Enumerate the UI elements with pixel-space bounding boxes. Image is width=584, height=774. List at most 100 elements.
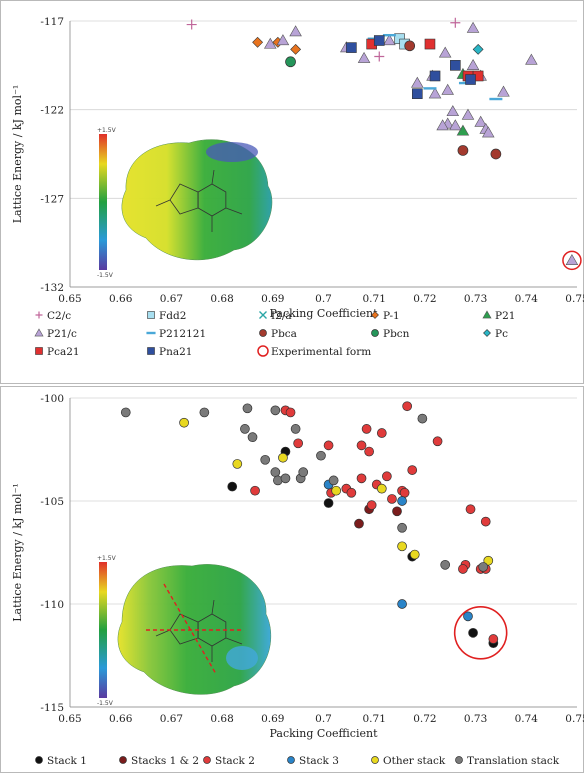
y-tick-label: -122 [40, 105, 64, 117]
translation-stack-point [478, 562, 489, 572]
x-tick-label: 0.7 [315, 713, 332, 725]
legend-label: Stack 1 [47, 755, 87, 767]
legend-item-other-stack: Other stack [371, 755, 446, 767]
series-other-stack [179, 417, 494, 566]
p-1-point [252, 36, 264, 48]
stack-2-point [356, 473, 367, 484]
stack-2-point [250, 485, 260, 496]
x-tick-label: 0.72 [413, 293, 436, 305]
legend-label: Pna21 [159, 346, 192, 358]
legend-label: Other stack [383, 755, 446, 767]
legend-label: Pca21 [47, 346, 80, 358]
legend-label: Translation stack [467, 755, 560, 767]
legend: C2/c Fdd2 I2/a P-1 P21 P21/c P212121 Pbca Pbcn Pc… [34, 310, 515, 358]
legend-label: P212121 [159, 328, 206, 340]
x-tick-label: 0.72 [413, 713, 436, 725]
y-axis-label: Lattice Energy / kJ mol⁻¹ [11, 85, 24, 224]
pna21-point [346, 42, 357, 53]
x-tick-label: 0.74 [515, 713, 539, 725]
x-tick-label: 0.73 [464, 713, 487, 725]
legend-label: P21 [495, 310, 515, 322]
x-tick-label: 0.65 [58, 713, 81, 725]
x-tick-label: 0.71 [363, 293, 386, 305]
pna21-point [429, 70, 441, 82]
legend-item-experimental-form: Experimental form [257, 345, 371, 358]
stack-2-point [407, 465, 418, 475]
x-tick-label: 0.71 [363, 713, 386, 725]
series-pbcn [285, 56, 296, 68]
translation-stack-point [290, 424, 301, 434]
p21-c-point [438, 46, 452, 58]
p21-c-point [428, 87, 442, 99]
p21-c-point [276, 34, 290, 46]
pca21-point [424, 38, 436, 50]
p212121-point [489, 97, 503, 101]
x-tick-label: 0.66 [109, 713, 133, 725]
color-scale-min-label: -1.5V [97, 700, 114, 707]
legend-marker [35, 756, 43, 764]
x-tick-label: 0.68 [210, 293, 233, 305]
translation-stack-point [270, 405, 281, 416]
legend-item-p21: P21 [482, 310, 515, 322]
series-stack-2 [250, 401, 499, 644]
p21-c-point [411, 76, 424, 88]
negative-potential-region [226, 646, 258, 670]
p21-c-point [474, 115, 487, 127]
color-scale-min-label: -1.5V [97, 272, 114, 279]
legend-label: P-1 [383, 310, 400, 322]
translation-stack-point [280, 473, 291, 484]
p21-c-point [466, 21, 480, 33]
legend-marker [146, 331, 156, 335]
other-stack-point [409, 549, 420, 560]
stack-2-point [465, 504, 476, 515]
pbca-point [457, 145, 469, 156]
p21-c-point [436, 119, 449, 131]
x-tick-label: 0.67 [160, 713, 183, 725]
y-tick-label: -100 [40, 393, 64, 405]
p21-c-point [383, 34, 396, 46]
pbca-point [490, 148, 502, 160]
translation-stack-point [120, 407, 131, 418]
p21-c-point [482, 126, 495, 138]
series-stacks-1-2 [354, 504, 402, 529]
y-tick-label: -117 [40, 16, 64, 28]
series-experimental-form [562, 250, 582, 271]
legend-marker [371, 329, 379, 337]
other-stack-point [376, 483, 387, 494]
legend-item-translation-stack: Translation stack [455, 755, 560, 767]
series-pbca [404, 40, 502, 160]
legend-marker [287, 756, 295, 764]
legend-marker [259, 329, 267, 337]
legend-item-i2-a: I2/a [259, 310, 292, 322]
legend-label: Pc [495, 328, 508, 340]
legend-label: Pbcn [383, 328, 410, 340]
legend-label: Stack 2 [215, 755, 255, 767]
top-chart-panel: -117 -122 -127 -132 0.65 0.66 0.67 0.68 0.69 0.7 0… [0, 0, 584, 384]
stack-2-point [480, 516, 491, 527]
stack-3-point [397, 496, 407, 506]
other-stack-point [397, 541, 407, 552]
legend-marker [257, 345, 269, 357]
legend-label: P21/c [47, 328, 77, 340]
stack-3-point [463, 611, 473, 622]
bottom-chart-panel: -100 -105 -110 -115 0.65 0.66 0.67 0.68 0.69 0.7 0… [0, 386, 584, 773]
legend-marker [371, 311, 379, 319]
legend-item-pc: Pc [483, 328, 508, 340]
c2-c-point [186, 19, 197, 30]
x-tick-label: 0.73 [464, 293, 487, 305]
other-stack-point [232, 459, 243, 469]
series-p21-c [263, 21, 579, 266]
pna21-point [411, 88, 423, 100]
series-pna21 [346, 35, 476, 100]
translation-stack-point [298, 467, 309, 478]
legend-item-stack-3: Stack 3 [287, 755, 339, 767]
pna21-point [373, 35, 385, 46]
stacking-direction-lines [146, 583, 242, 675]
c2-c-point [374, 51, 385, 62]
pc-point [472, 43, 484, 55]
legend-item-stack-1: Stack 1 [35, 755, 87, 767]
legend-marker [203, 756, 211, 764]
y-tick-label: -110 [40, 599, 64, 611]
